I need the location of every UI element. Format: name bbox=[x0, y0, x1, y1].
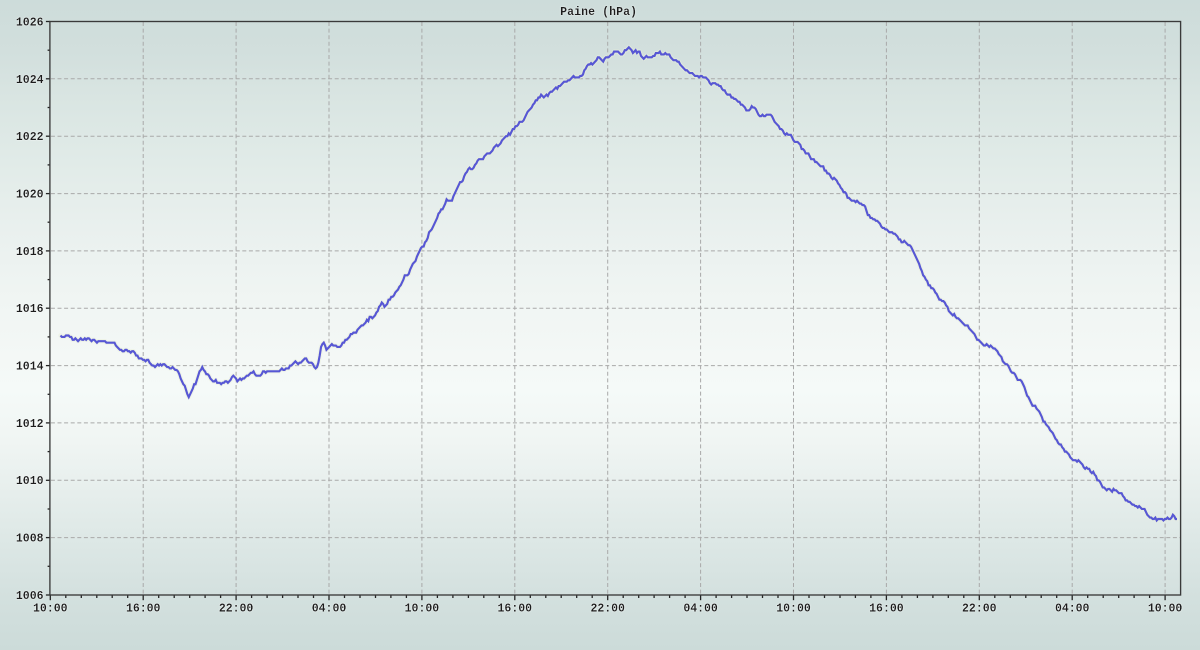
svg-text:16:00: 16:00 bbox=[126, 603, 161, 616]
svg-text:1024: 1024 bbox=[16, 74, 44, 87]
svg-text:1016: 1016 bbox=[16, 303, 44, 316]
svg-text:10:00: 10:00 bbox=[776, 603, 811, 616]
svg-text:Paine (hPa): Paine (hPa) bbox=[560, 6, 637, 19]
svg-text:1008: 1008 bbox=[16, 533, 44, 546]
svg-text:1010: 1010 bbox=[16, 475, 44, 488]
svg-text:10:00: 10:00 bbox=[33, 603, 68, 616]
svg-text:04:00: 04:00 bbox=[1055, 603, 1090, 616]
svg-text:1022: 1022 bbox=[16, 131, 44, 144]
svg-text:04:00: 04:00 bbox=[683, 603, 718, 616]
svg-text:1006: 1006 bbox=[16, 590, 44, 603]
svg-text:16:00: 16:00 bbox=[869, 603, 904, 616]
svg-text:10:00: 10:00 bbox=[405, 603, 440, 616]
svg-text:1018: 1018 bbox=[16, 246, 44, 259]
svg-text:22:00: 22:00 bbox=[962, 603, 997, 616]
svg-text:1014: 1014 bbox=[16, 361, 44, 374]
svg-text:1026: 1026 bbox=[16, 16, 44, 29]
svg-text:22:00: 22:00 bbox=[219, 603, 254, 616]
svg-text:1012: 1012 bbox=[16, 418, 44, 431]
svg-text:10:00: 10:00 bbox=[1148, 603, 1183, 616]
svg-text:16:00: 16:00 bbox=[498, 603, 533, 616]
svg-text:22:00: 22:00 bbox=[590, 603, 625, 616]
svg-text:04:00: 04:00 bbox=[312, 603, 347, 616]
svg-text:1020: 1020 bbox=[16, 189, 44, 202]
